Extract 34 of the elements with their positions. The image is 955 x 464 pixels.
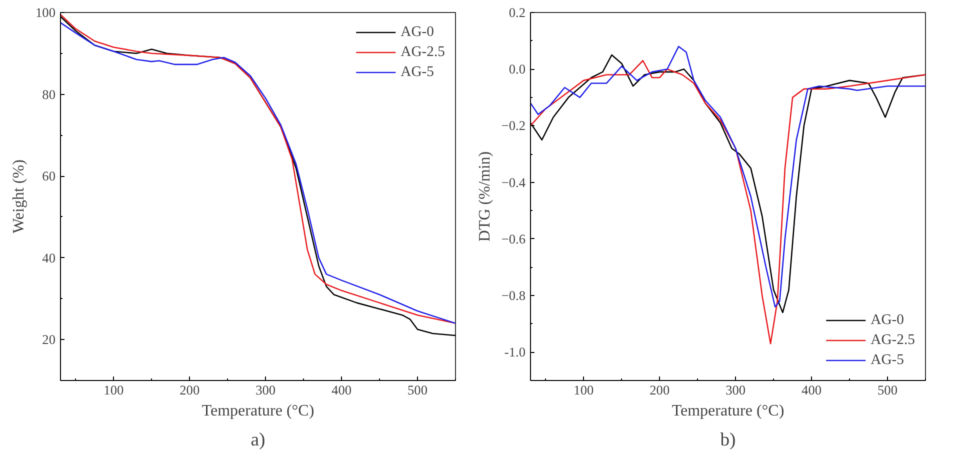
x-tick-label: 200 [180, 382, 200, 398]
y-axis-title: DTG (%/min) [476, 151, 494, 242]
y-tick-label: −0.4 [501, 174, 526, 190]
y-tick-label: 0.2 [508, 5, 526, 20]
x-tick-label: 100 [574, 382, 594, 398]
legend-label: AG-5 [870, 352, 904, 368]
y-tick-label: −0.8 [501, 288, 526, 304]
legend-label: AG-0 [870, 312, 904, 328]
x-axis-title: Temperature (°C) [202, 402, 314, 420]
text: a) [250, 430, 266, 450]
x-tick-label: 300 [726, 382, 746, 398]
x-axis-title: Temperature (°C) [672, 402, 784, 420]
legend-label: AG-2.5 [870, 332, 915, 348]
y-tick-label: 20 [42, 332, 56, 348]
x-tick-label: 200 [650, 382, 670, 398]
legend-label: AG-5 [400, 64, 434, 80]
y-tick-label: 100 [36, 5, 56, 20]
text: b) [720, 430, 736, 450]
legend-label: AG-0 [400, 24, 434, 40]
legend-label: AG-2.5 [400, 44, 445, 60]
y-tick-label: 80 [42, 86, 56, 102]
x-tick-label: 400 [332, 382, 352, 398]
x-tick-label: 500 [408, 382, 428, 398]
y-tick-label: 40 [42, 250, 56, 266]
y-tick-label: 0.0 [508, 62, 526, 77]
x-tick-label: 500 [878, 382, 898, 398]
x-tick-label: 100 [104, 382, 124, 398]
x-tick-label: 300 [256, 382, 276, 398]
y-tick-label: −0.6 [501, 231, 526, 246]
y-tick-label: -1.0 [504, 344, 526, 360]
y-axis-title: Weight (%) [10, 160, 28, 234]
x-tick-label: 400 [802, 382, 822, 398]
y-tick-label: 60 [42, 168, 56, 184]
y-tick-label: −0.2 [501, 118, 526, 134]
